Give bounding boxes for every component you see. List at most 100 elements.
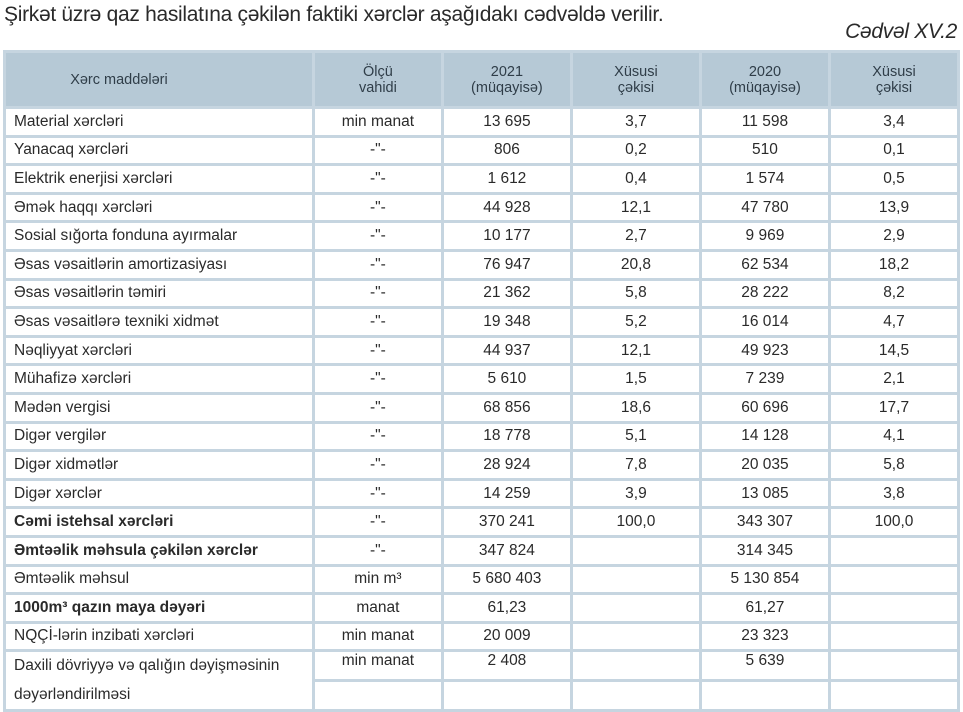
item-name: Mədən vergisi <box>6 394 312 421</box>
table-row: Əsas vəsaitlərin təmiri -"- 21 362 5,8 28 22… <box>6 280 957 307</box>
value-2021: 44 928 <box>443 194 570 221</box>
share-2020: 8,2 <box>830 280 957 307</box>
unit: -"- <box>314 509 441 535</box>
share-2020: 0,1 <box>830 137 957 164</box>
share-2020: 3,8 <box>830 480 957 507</box>
table-row: Daxili dövriyyə və qalığın dəyişməsinin … <box>6 652 957 710</box>
unit: min m³ <box>314 566 441 593</box>
value-2020: 47 780 <box>701 194 828 221</box>
value-2021: 13 695 <box>443 109 570 135</box>
value-2021: 18 778 <box>443 423 570 450</box>
item-name: 1000m³ qazın maya dəyəri <box>6 595 312 621</box>
value-2021: 19 348 <box>443 309 570 335</box>
table-row: Əmək haqqı xərcləri -"- 44 928 12,1 47 780 13… <box>6 194 957 221</box>
table-row: Nəqliyyat xərcləri -"- 44 937 12,1 49 923 14,… <box>6 337 957 364</box>
empty-cell <box>701 682 828 710</box>
item-name: NQÇİ-lərin inzibati xərcləri <box>6 623 312 650</box>
share-2021: 12,1 <box>572 337 699 364</box>
share-2020 <box>830 537 957 564</box>
share-2020: 3,4 <box>830 109 957 135</box>
value-2020: 7 239 <box>701 366 828 392</box>
table-body: Material xərcləri min manat 13 695 3,7 11 59… <box>6 109 957 710</box>
unit: -"- <box>314 537 441 564</box>
item-name: Sosial sığorta fonduna ayırmalar <box>6 223 312 249</box>
item-name: Elektrik enerjisi xərcləri <box>6 166 312 192</box>
share-2020: 2,1 <box>830 366 957 392</box>
item-name: Əsas vəsaitlərə texniki xidmət <box>6 309 312 335</box>
share-2020 <box>830 566 957 593</box>
intro-text: Şirkət üzrə qaz hasilatına çəkilən fakti… <box>4 3 664 26</box>
share-2020: 4,7 <box>830 309 957 335</box>
share-2020: 14,5 <box>830 337 957 364</box>
table-row: Yanacaq xərcləri -"- 806 0,2 510 0,1 <box>6 137 957 164</box>
table-row: 1000m³ qazın maya dəyəri manat 61,23 61,27 <box>6 595 957 621</box>
value-2021: 2 408 <box>443 652 570 680</box>
unit: -"- <box>314 423 441 450</box>
value-2020: 9 969 <box>701 223 828 249</box>
item-name: Nəqliyyat xərcləri <box>6 337 312 364</box>
value-2021: 68 856 <box>443 394 570 421</box>
share-2020: 100,0 <box>830 509 957 535</box>
table-row: NQÇİ-lərin inzibati xərcləri min manat 20 … <box>6 623 957 650</box>
value-2020: 28 222 <box>701 280 828 307</box>
empty-cell <box>572 682 699 710</box>
unit: min manat <box>314 623 441 650</box>
unit: -"- <box>314 366 441 392</box>
value-2021: 5 610 <box>443 366 570 392</box>
share-2021: 1,5 <box>572 366 699 392</box>
value-2020: 20 035 <box>701 452 828 478</box>
value-2020: 49 923 <box>701 337 828 364</box>
share-2021 <box>572 595 699 621</box>
item-name: Əmtəəlik məhsul <box>6 566 312 593</box>
value-2021: 14 259 <box>443 480 570 507</box>
table-row: Əmtəəlik məhsula çəkilən xərclər -"- 347 8… <box>6 537 957 564</box>
value-2020: 5 639 <box>701 652 828 680</box>
value-2020: 61,27 <box>701 595 828 621</box>
value-2021: 20 009 <box>443 623 570 650</box>
table-row: Cəmi istehsal xərcləri -"- 370 241 100,0 343… <box>6 509 957 535</box>
table-row: Əmtəəlik məhsul min m³ 5 680 403 5 130 854 <box>6 566 957 593</box>
unit: -"- <box>314 337 441 364</box>
header-cost-items: Xərc maddələri <box>6 53 312 106</box>
value-2021: 347 824 <box>443 537 570 564</box>
share-2021: 7,8 <box>572 452 699 478</box>
header-row: Xərc maddələri Ölçü vahidi 2021 (müqayisə)… <box>6 53 957 106</box>
share-2020: 17,7 <box>830 394 957 421</box>
share-2020: 18,2 <box>830 251 957 278</box>
value-2020: 314 345 <box>701 537 828 564</box>
share-2021: 0,2 <box>572 137 699 164</box>
share-2021 <box>572 537 699 564</box>
share-2021: 5,8 <box>572 280 699 307</box>
share-2021 <box>572 652 699 680</box>
share-2020 <box>830 623 957 650</box>
share-2021: 2,7 <box>572 223 699 249</box>
share-2021: 0,4 <box>572 166 699 192</box>
value-2020: 23 323 <box>701 623 828 650</box>
item-name: Digər vergilər <box>6 423 312 450</box>
value-2021: 28 924 <box>443 452 570 478</box>
value-2021: 1 612 <box>443 166 570 192</box>
table-row: Mədən vergisi -"- 68 856 18,6 60 696 17,7 <box>6 394 957 421</box>
cost-table: Xərc maddələri Ölçü vahidi 2021 (müqayisə)… <box>3 50 960 712</box>
share-2021: 20,8 <box>572 251 699 278</box>
value-2020: 16 014 <box>701 309 828 335</box>
table-row: Digər vergilər -"- 18 778 5,1 14 128 4,1 <box>6 423 957 450</box>
unit: min manat <box>314 652 441 680</box>
item-name: Əsas vəsaitlərin təmiri <box>6 280 312 307</box>
header-share-2021: Xüsusi çəkisi <box>572 53 699 106</box>
unit: manat <box>314 595 441 621</box>
value-2021: 5 680 403 <box>443 566 570 593</box>
share-2020: 2,9 <box>830 223 957 249</box>
share-2021: 3,9 <box>572 480 699 507</box>
share-2021: 18,6 <box>572 394 699 421</box>
value-2020: 62 534 <box>701 251 828 278</box>
share-2021 <box>572 566 699 593</box>
item-name: Əmək haqqı xərcləri <box>6 194 312 221</box>
value-2021: 76 947 <box>443 251 570 278</box>
value-2021: 370 241 <box>443 509 570 535</box>
value-2020: 60 696 <box>701 394 828 421</box>
unit: -"- <box>314 194 441 221</box>
empty-cell <box>830 682 957 710</box>
unit: -"- <box>314 251 441 278</box>
item-name: Material xərcləri <box>6 109 312 135</box>
